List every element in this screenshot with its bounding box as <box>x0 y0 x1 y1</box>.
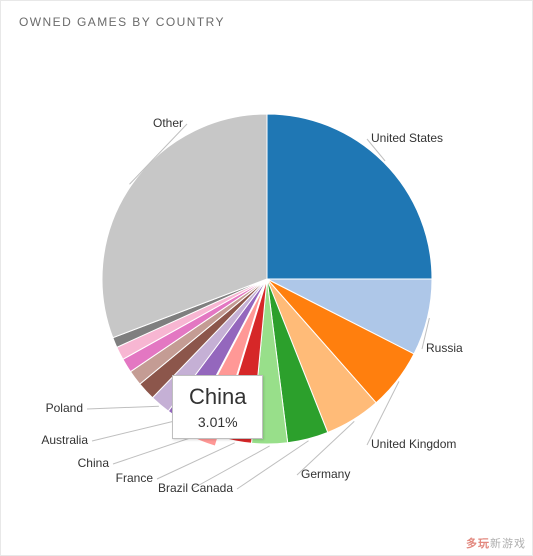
panel-title: OWNED GAMES BY COUNTRY <box>9 1 524 39</box>
slice-label: Australia <box>41 433 88 447</box>
slice-label: United Kingdom <box>371 437 456 451</box>
leader-line <box>237 441 309 489</box>
slice-label: United States <box>371 131 443 145</box>
chart-area: United States Russia United Kingdom Germany… <box>9 39 524 539</box>
chart-panel: OWNED GAMES BY COUNTRY United States Russ… <box>0 0 533 556</box>
leader-line <box>87 406 159 409</box>
watermark-red: 多玩 <box>466 538 490 550</box>
leader-line <box>92 420 178 441</box>
slice-label: Brazil <box>158 481 188 495</box>
tooltip-title: China <box>189 384 246 410</box>
slice-label: China <box>78 456 109 470</box>
slice-label: Poland <box>46 401 83 415</box>
slice-label: Canada <box>191 481 233 495</box>
slice-label: Germany <box>301 467 350 481</box>
slice-label: Russia <box>426 341 463 355</box>
tooltip-value: 3.01% <box>189 414 246 430</box>
watermark: 多玩新游戏 <box>466 535 526 551</box>
tooltip: China 3.01% <box>172 375 263 439</box>
slice-label: Other <box>153 116 183 130</box>
leader-line <box>157 443 235 479</box>
watermark-rest: 新游戏 <box>490 538 526 550</box>
slice-label: France <box>116 471 153 485</box>
